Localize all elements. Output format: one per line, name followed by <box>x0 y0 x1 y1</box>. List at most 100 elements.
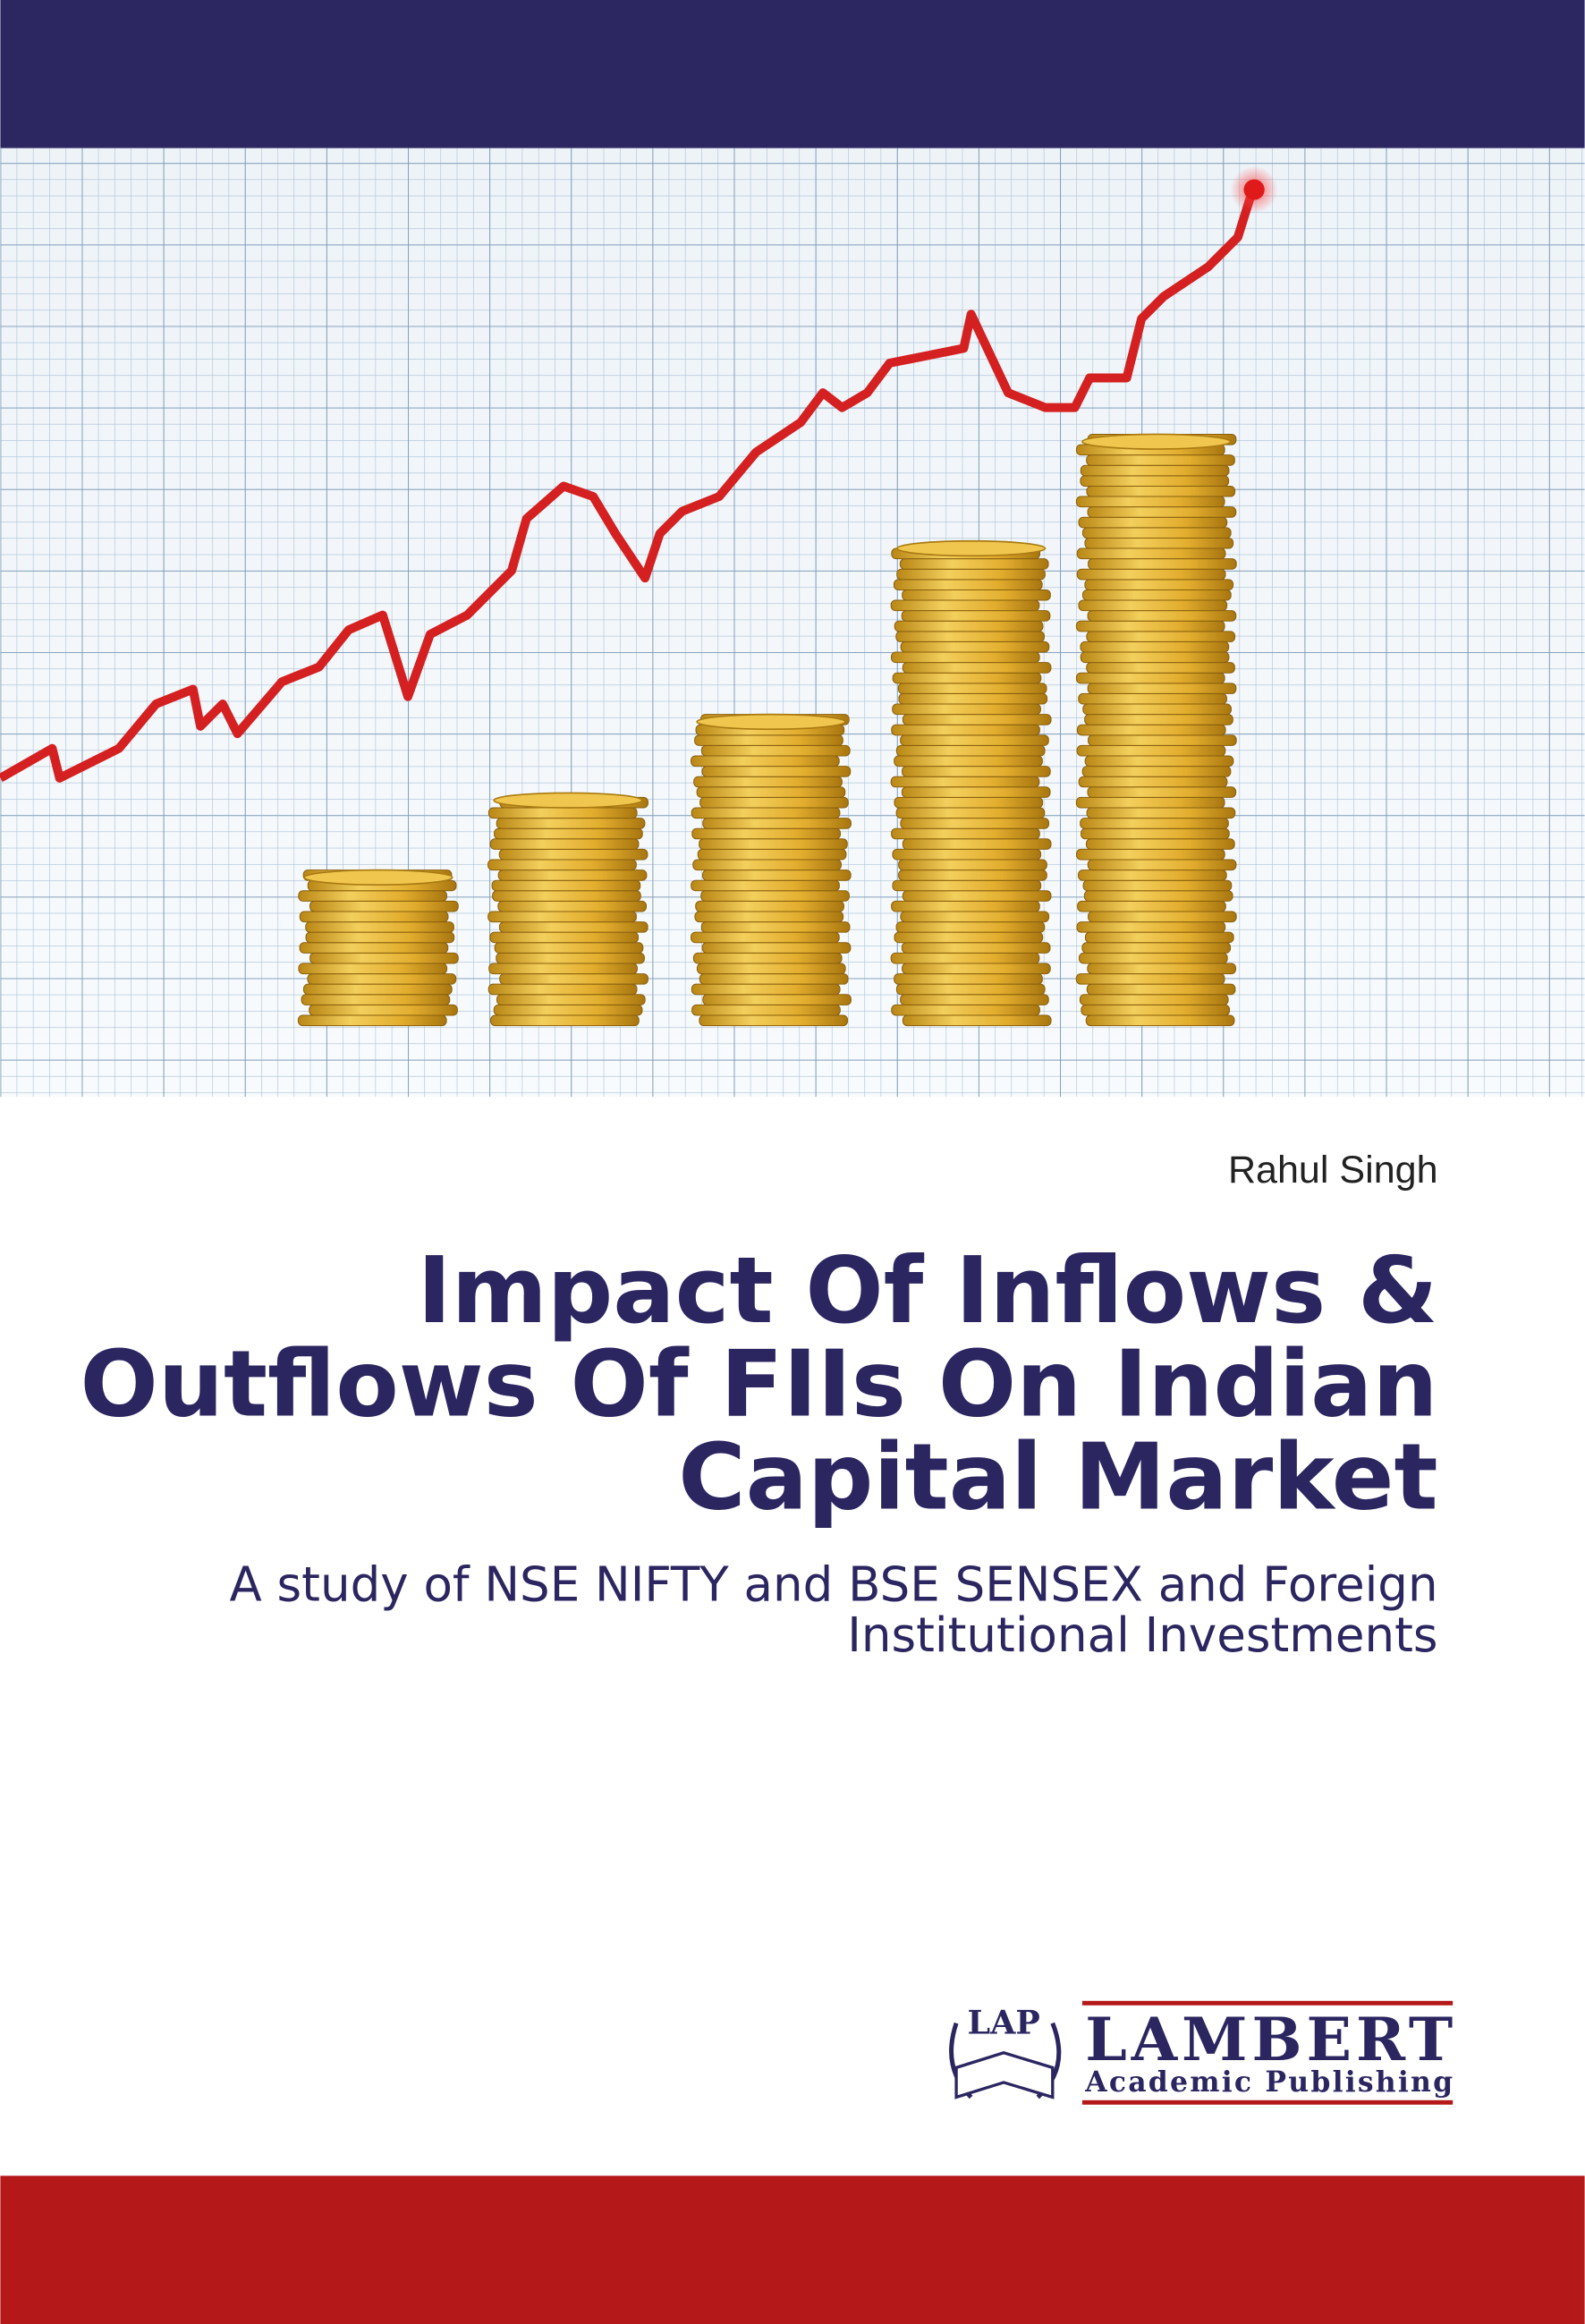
coin <box>895 807 1046 819</box>
coin <box>1075 620 1225 632</box>
coin <box>890 952 1040 964</box>
coin <box>1080 640 1230 653</box>
coin <box>299 911 449 923</box>
coin <box>1086 807 1236 819</box>
coin <box>1086 631 1236 642</box>
coin <box>1078 869 1227 881</box>
coin <box>890 776 1040 788</box>
coin <box>487 807 638 819</box>
coin <box>1088 911 1237 923</box>
coin <box>301 994 451 1005</box>
coin <box>1078 776 1228 788</box>
coin <box>892 848 1042 861</box>
coin <box>491 879 641 892</box>
coin <box>900 994 1049 1005</box>
coin <box>298 890 447 902</box>
coin <box>894 755 1043 768</box>
coin <box>1084 755 1234 768</box>
coin <box>497 900 648 912</box>
coin <box>1076 744 1226 757</box>
coin <box>692 952 843 964</box>
coin <box>1076 724 1226 736</box>
coin <box>488 963 638 975</box>
coin <box>902 963 1051 975</box>
coin <box>297 1014 447 1027</box>
coin <box>702 994 852 1005</box>
coin <box>900 911 1050 923</box>
coin <box>696 963 846 975</box>
coin <box>498 921 648 933</box>
coin <box>494 827 643 840</box>
rule <box>1081 2099 1454 2105</box>
coin <box>902 662 1052 674</box>
coin <box>487 911 637 923</box>
coin <box>1086 485 1236 497</box>
coin <box>298 963 448 975</box>
subtitle-line: A study of NSE NIFTY and BSE SENSEX and … <box>229 1556 1437 1612</box>
coin <box>700 890 850 902</box>
rule <box>1081 2000 1454 2006</box>
coin <box>1078 952 1228 964</box>
coin <box>1078 516 1228 529</box>
coin <box>307 973 457 985</box>
coin <box>695 900 844 912</box>
coin <box>1084 537 1234 549</box>
coin <box>489 931 640 944</box>
coin <box>890 599 1040 612</box>
coin <box>896 568 1046 581</box>
coin <box>1085 838 1235 850</box>
coin <box>691 983 841 996</box>
coin <box>894 973 1043 985</box>
coin <box>492 890 641 902</box>
coin <box>1087 506 1237 518</box>
coin <box>493 1004 643 1016</box>
coin <box>1087 610 1237 622</box>
coin <box>309 900 459 912</box>
coin <box>1087 859 1237 871</box>
coin <box>305 921 454 933</box>
coin <box>891 651 1040 664</box>
coin <box>1088 558 1237 570</box>
coin <box>691 755 840 768</box>
coin <box>691 931 840 944</box>
publisher-imprint: Academic Publishing <box>1084 2065 1453 2099</box>
coin <box>1075 496 1225 508</box>
coin <box>1075 973 1225 985</box>
coin <box>1084 714 1233 725</box>
coin <box>694 911 844 923</box>
coin-top <box>303 869 453 886</box>
coin <box>1076 547 1226 560</box>
coin <box>900 818 1050 829</box>
title-line: Capital Market <box>678 1425 1437 1531</box>
coin <box>700 744 851 757</box>
coin <box>697 848 847 861</box>
coin <box>894 931 1044 944</box>
coin <box>895 744 1046 757</box>
coin <box>894 620 1044 632</box>
coin <box>901 786 1051 798</box>
coin <box>694 734 843 746</box>
top-band <box>0 0 1585 148</box>
coin <box>1084 931 1234 944</box>
coin <box>299 942 449 954</box>
coin-top <box>895 539 1047 557</box>
coin <box>1080 475 1230 487</box>
title-line: Outflows Of FIIs On Indian <box>81 1331 1438 1438</box>
trend-dot <box>1243 179 1265 200</box>
coin <box>1082 589 1232 601</box>
book-icon <box>954 2051 1055 2099</box>
coin <box>898 869 1047 881</box>
coin <box>892 703 1041 716</box>
coin <box>309 952 459 964</box>
coin <box>696 786 846 798</box>
coin <box>892 672 1042 684</box>
coin-top <box>493 792 643 809</box>
coin <box>487 859 637 871</box>
coin <box>1082 703 1232 716</box>
coin <box>1077 900 1226 912</box>
coin <box>699 838 848 850</box>
coin <box>691 807 841 819</box>
author: Rahul Singh <box>1228 1149 1438 1192</box>
coin <box>499 973 648 985</box>
coin <box>701 869 852 881</box>
